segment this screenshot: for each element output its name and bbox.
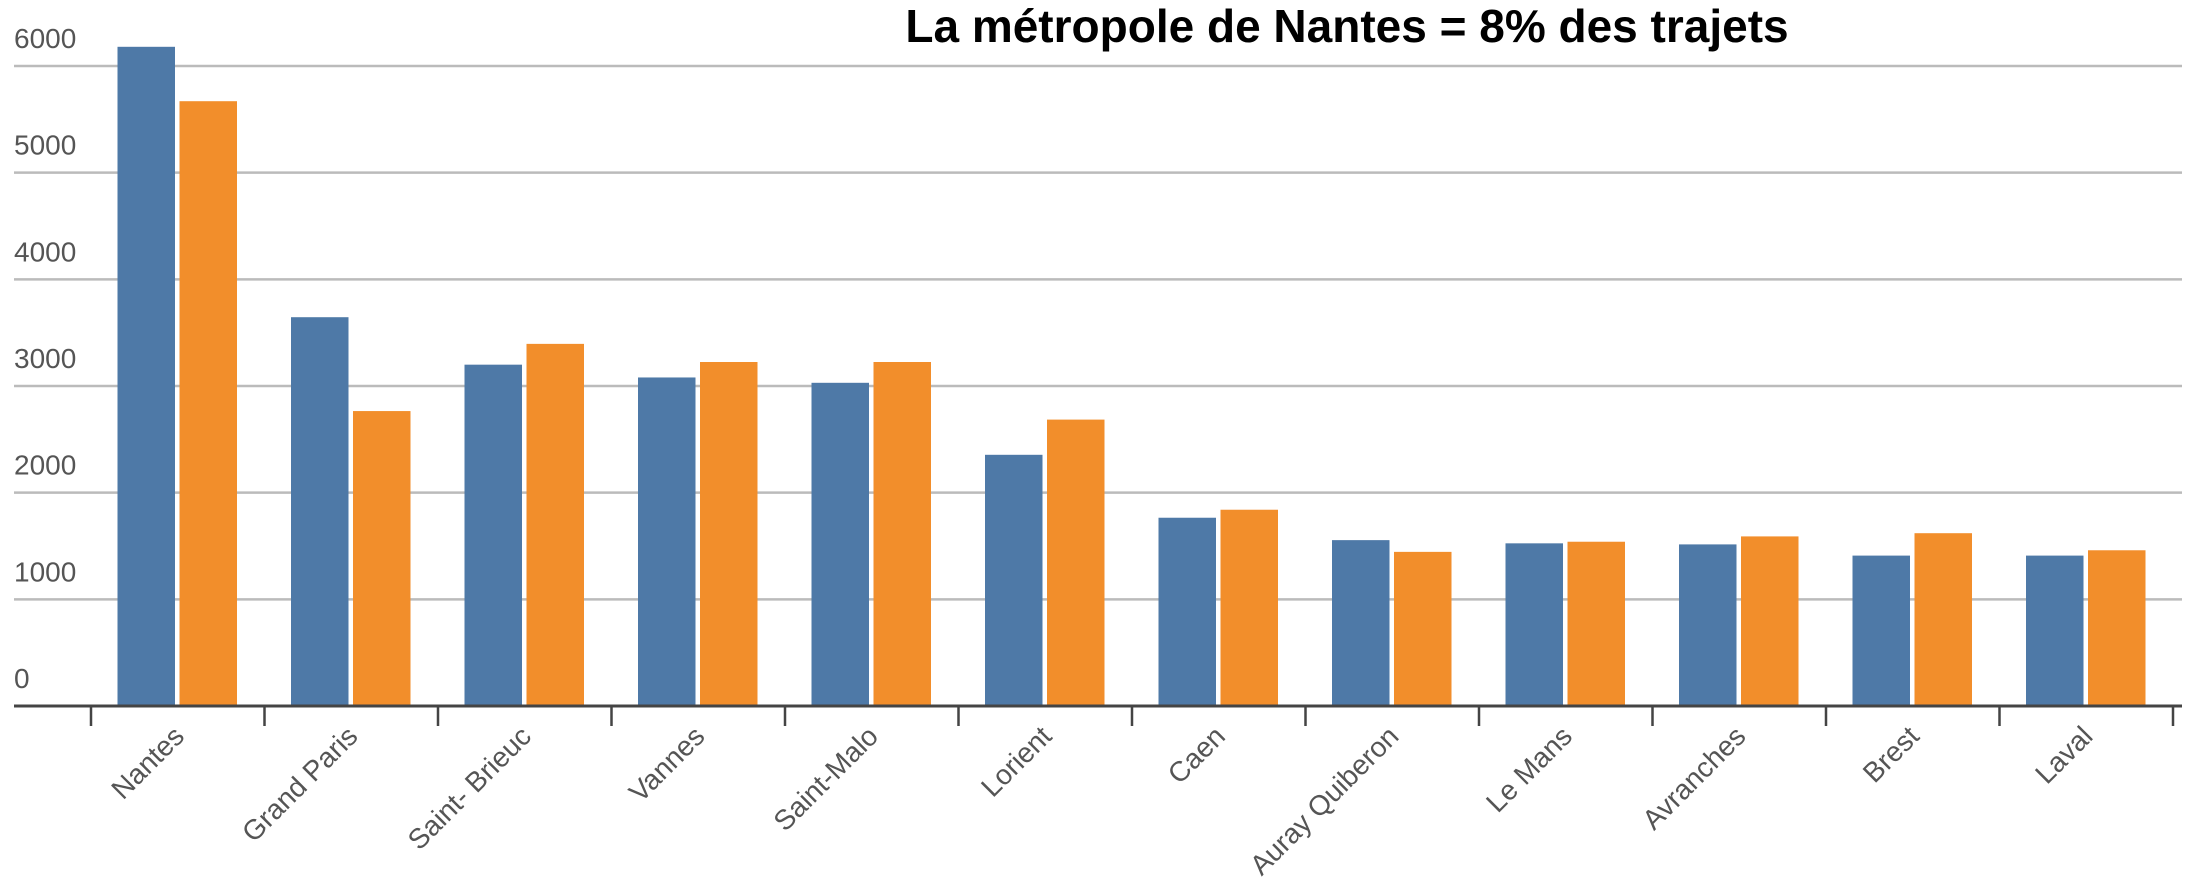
y-tick-label: 2000 [14, 450, 76, 481]
y-tick-label: 1000 [14, 556, 76, 587]
y-tick-label: 5000 [14, 130, 76, 161]
bar [1679, 544, 1737, 706]
bar [1047, 419, 1105, 706]
x-tick-label: Saint-Malo [767, 720, 884, 837]
bar [1914, 533, 1972, 706]
bar [117, 46, 175, 707]
bar [985, 454, 1043, 706]
y-tick-label: 0 [14, 663, 30, 694]
bar [179, 101, 237, 706]
x-tick-label: Le Mans [1480, 720, 1578, 818]
bar [1852, 555, 1910, 706]
bar [353, 411, 411, 706]
bar [1332, 540, 1390, 706]
x-tick-label: Laval [2029, 720, 2098, 789]
bar [873, 362, 931, 706]
x-tick-label: Caen [1162, 720, 1231, 789]
y-tick-label: 4000 [14, 236, 76, 267]
bar [291, 317, 349, 706]
y-tick-label: 6000 [14, 23, 76, 54]
bar [464, 364, 522, 706]
bar [700, 362, 758, 706]
bar [811, 382, 869, 706]
bar [1220, 509, 1278, 706]
x-tick-label: Lorient [975, 720, 1058, 803]
bar [2026, 555, 2084, 706]
bar [638, 377, 696, 706]
bar [1741, 536, 1799, 706]
x-tick-label: Saint- Brieuc [402, 720, 537, 855]
bar [1567, 541, 1625, 706]
x-tick-label: Auray Quiberon [1244, 720, 1405, 881]
x-tick-label: Brest [1857, 720, 1925, 788]
y-tick-label: 3000 [14, 343, 76, 374]
x-tick-label: Avranches [1636, 720, 1751, 835]
x-tick-label: Grand Paris [236, 720, 364, 848]
bar [2088, 550, 2146, 706]
bar [526, 343, 584, 706]
bar [1505, 543, 1563, 706]
x-tick-label: Nantes [105, 720, 190, 805]
bar [1158, 517, 1216, 706]
bar [1394, 551, 1452, 706]
x-tick-label: Vannes [623, 720, 711, 808]
chart-title: La métropole de Nantes = 8% des trajets [905, 0, 1788, 52]
